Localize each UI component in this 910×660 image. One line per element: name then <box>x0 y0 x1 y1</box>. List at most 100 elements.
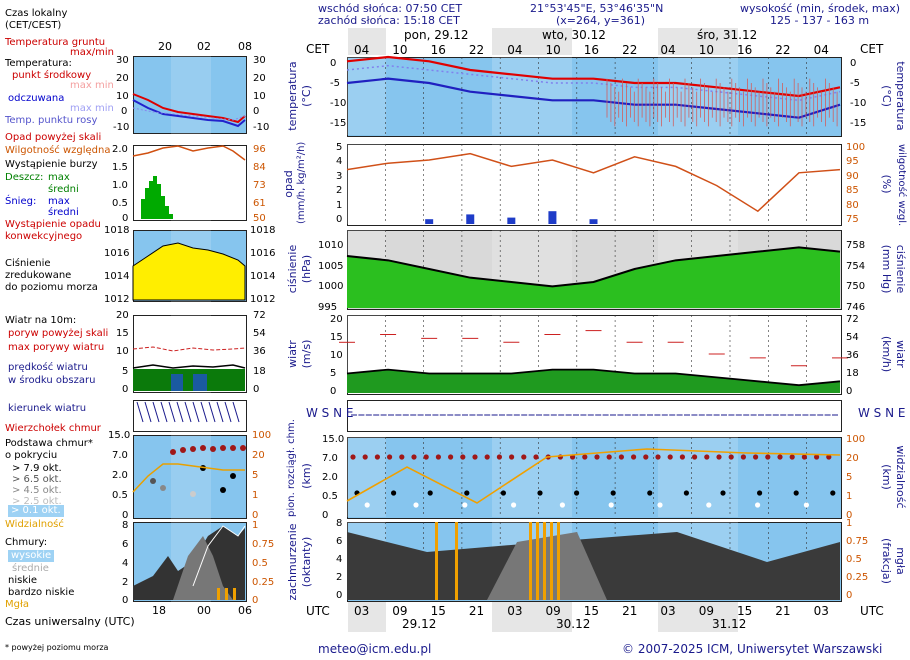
small-tick-02: 02 <box>197 40 211 53</box>
legend-clouds: Chmury: <box>5 537 48 548</box>
wind-r-unit: (km/h) <box>880 335 893 373</box>
fog-bar-1 <box>455 522 458 600</box>
s-cov-r2: 0.5 <box>252 558 268 569</box>
cloud-base-dot-24 <box>647 490 653 496</box>
cloud-top-dot-39 <box>826 454 832 460</box>
vis-tick-4: 0 <box>846 510 853 521</box>
s-ps-r2: 1014 <box>250 271 276 282</box>
legend-fog: Mgła <box>5 599 29 610</box>
cloud-top-dot-13 <box>509 454 515 460</box>
hour-bottom-5: 09 <box>545 604 561 618</box>
press-axis-label: ciśnienie <box>286 244 299 294</box>
cloud-top-dot-6 <box>423 454 429 460</box>
vis-label: widzialność <box>894 445 907 509</box>
small-tick-08: 08 <box>238 40 252 53</box>
night-band-precip-0 <box>347 144 386 224</box>
legend-okt-01: > 0.1 okt. <box>8 505 64 517</box>
hour-top-5: 10 <box>545 43 561 57</box>
night-strip-b2 <box>492 602 572 632</box>
s-w-r2: 36 <box>253 346 266 357</box>
footer-email[interactable]: meteo@icm.edu.pl <box>318 642 432 656</box>
s-c-l1: 7.0 <box>112 450 128 461</box>
temp-series-1 <box>346 77 841 119</box>
utc-label-right: UTC <box>860 604 884 618</box>
wind-r-tick-1: 54 <box>846 332 859 343</box>
legend-cloud-base-2: o pokryciu <box>5 450 58 461</box>
s-w-l2: 10 <box>116 346 129 357</box>
cloud-base-dot-27 <box>683 490 689 496</box>
hour-bottom-9: 09 <box>698 604 714 618</box>
wind-r-tick-3: 18 <box>846 368 859 379</box>
legend-conv-precip-2: konwekcyjnego <box>5 231 83 242</box>
precip-tick-2: 3 <box>336 170 343 182</box>
small-wind-arrows <box>136 401 240 423</box>
vis-tick-2: 5 <box>846 472 853 483</box>
legend-rain: Deszcz: <box>5 172 44 183</box>
wind-r-tick-0: 72 <box>846 314 859 325</box>
cloud-top-dot-1 <box>362 454 368 460</box>
legend-snow-max: max <box>48 196 70 207</box>
day-label-b-3: 31.12 <box>712 617 747 631</box>
legend-wind-dir: kierunek wiatru <box>8 403 87 414</box>
temp-axis-label-r: temperatura <box>894 61 907 131</box>
legend-pressure-3: do poziomu morza <box>5 282 98 293</box>
s-temp-r3: 0 <box>253 106 260 117</box>
small-wind-line <box>132 364 246 369</box>
hour-top-4: 04 <box>507 43 523 57</box>
hum-tick-5: 75 <box>846 214 859 225</box>
wind-area <box>347 369 840 393</box>
fog-tick-4: 0 <box>846 590 853 601</box>
precip-panel <box>347 144 842 226</box>
s-c-l2: 2.0 <box>112 470 128 481</box>
small-btick-18: 18 <box>152 604 166 617</box>
hour-top-2: 16 <box>430 43 446 57</box>
night-strip-1 <box>348 28 386 55</box>
precip-tick-4: 1 <box>336 199 343 211</box>
wind-axis-unit: (m/s) <box>300 339 313 369</box>
snow-bar-5 <box>548 211 557 224</box>
cloud-top-dot-7 <box>435 454 441 460</box>
s-temp-l4: -10 <box>113 122 130 133</box>
footer-copyright: © 2007-2025 ICM, Uniwersytet Warszawski <box>622 642 883 656</box>
wind-tick-3: 5 <box>330 368 337 379</box>
fog-tick-1: 0.75 <box>846 536 869 547</box>
legend-conv-precip: Wystąpienie opadu <box>5 219 101 230</box>
s-cov-l1: 6 <box>122 539 129 550</box>
wind-tick-4: 0 <box>330 386 337 397</box>
s-w-r0: 72 <box>253 310 266 321</box>
s-c-r4: 0 <box>252 510 259 521</box>
cloud-top-dot-26 <box>667 454 673 460</box>
s-ps-l3: 1012 <box>104 294 130 305</box>
altitude-values: 125 - 137 - 163 m <box>770 14 870 27</box>
cloud-tick-4: 0 <box>322 510 329 521</box>
legend-very-low: bardzo niskie <box>8 587 75 598</box>
fog-bar-5 <box>550 522 553 600</box>
snow-bar-2 <box>425 219 434 224</box>
cloud-top-dot-23 <box>631 454 637 460</box>
day-label-b-2: 30.12 <box>556 617 591 631</box>
temp-axis-label: temperatura <box>286 61 299 131</box>
precip-tick-3: 2 <box>336 185 343 197</box>
s-w-l0: 20 <box>116 310 129 321</box>
temp-tick-r-0: 0 <box>850 58 857 69</box>
wind-r-tick-2: 36 <box>846 350 859 361</box>
grid-text: (x=264, y=361) <box>556 14 646 27</box>
small-dir-panel <box>133 400 247 432</box>
cloud-base-dot-6 <box>427 490 433 496</box>
cet-label-right: CET <box>860 42 884 56</box>
temp-tick-r-3: -15 <box>850 118 867 129</box>
press-r-tick-3: 746 <box>846 302 866 313</box>
vis-tick-3: 1 <box>846 491 853 502</box>
night-band-temp-2 <box>658 57 738 135</box>
s-c-l0: 15.0 <box>108 430 131 441</box>
humidity-line <box>346 152 841 213</box>
legend-utc-time: Czas uniwersalny (UTC) <box>5 615 135 628</box>
legend-precip-above: Opad powyżej skali <box>5 132 102 143</box>
legend-dew-point: Temp. punktu rosy <box>5 115 98 126</box>
cov-tick-4: 0 <box>336 590 343 601</box>
s-pr-l0: 2.0 <box>112 144 128 155</box>
night-strip-b1 <box>348 602 386 632</box>
cet-label-left: CET <box>306 42 330 56</box>
cloud-top-dot-0 <box>350 454 356 460</box>
fog-bar-0 <box>435 522 438 600</box>
